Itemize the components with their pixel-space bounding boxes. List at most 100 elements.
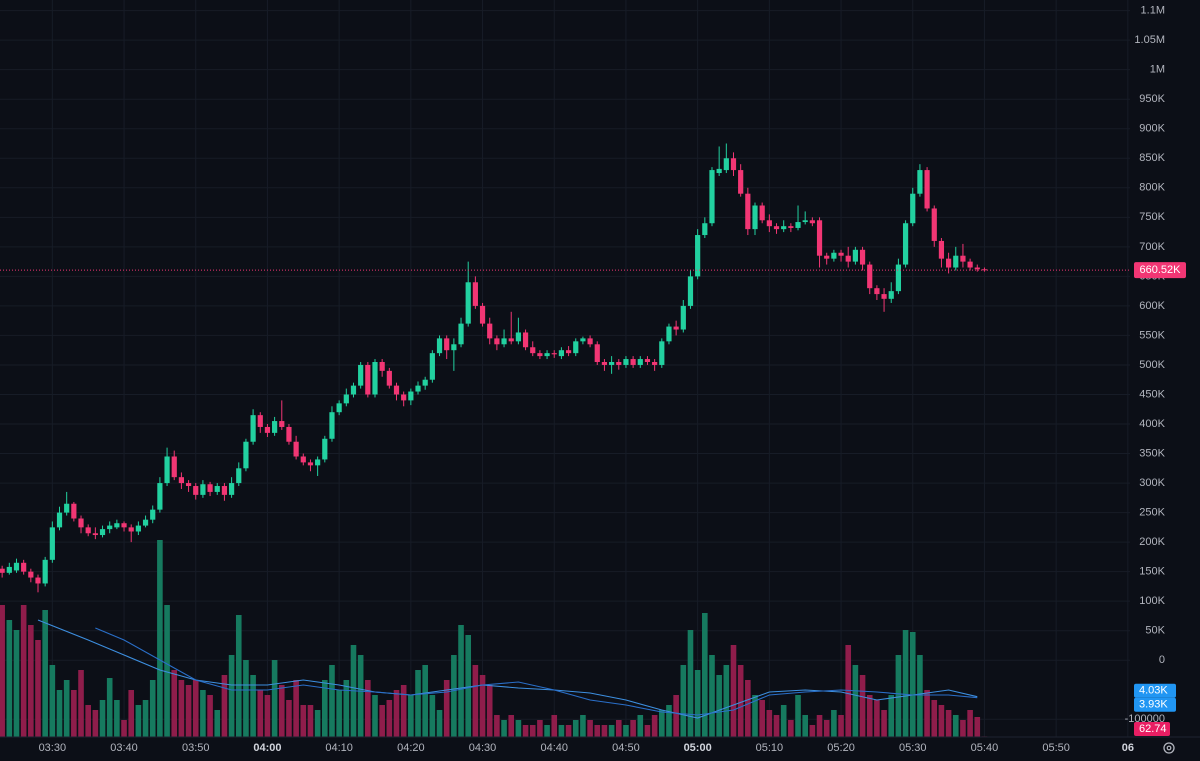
x-tick-label: 04:10 xyxy=(325,742,353,754)
x-tick-label: 04:00 xyxy=(253,742,281,754)
candle-body xyxy=(544,353,550,357)
ma-label: 4.03K xyxy=(1139,685,1168,697)
volume-bar xyxy=(379,705,385,737)
volume-bar xyxy=(716,675,722,737)
volume-bar xyxy=(157,540,163,737)
candle-body xyxy=(207,484,213,492)
volume-label: 62.74 xyxy=(1139,723,1167,735)
volume-bar xyxy=(106,678,113,737)
settings-icon[interactable] xyxy=(1163,742,1175,754)
candle-body xyxy=(264,426,271,433)
volume-bar xyxy=(451,655,457,737)
candle-body xyxy=(967,261,973,268)
candle-body xyxy=(422,379,428,386)
volume-label-box xyxy=(1134,722,1170,736)
candle-body xyxy=(372,362,378,395)
ma-label: 3.93K xyxy=(1139,699,1168,711)
x-tick-label: 03:50 xyxy=(182,742,210,754)
candle-body xyxy=(702,223,708,236)
volume-bar xyxy=(730,645,737,737)
volume-bar xyxy=(408,695,414,737)
volume-bar xyxy=(0,605,5,737)
candle-body xyxy=(845,255,851,262)
y-tick-label: 200K xyxy=(1139,536,1165,548)
volume-bar xyxy=(78,670,84,737)
candle-body xyxy=(824,255,830,259)
volume-bar xyxy=(207,695,213,737)
candle-body xyxy=(781,226,787,230)
volume-bar xyxy=(580,715,586,737)
candle-body xyxy=(415,385,421,392)
candle-body xyxy=(902,223,909,265)
settings-gear-core[interactable] xyxy=(1166,745,1172,751)
volume-bar xyxy=(99,700,106,737)
volume-bar xyxy=(723,665,730,737)
volume-bar xyxy=(42,610,48,737)
y-tick-label: 700K xyxy=(1139,241,1165,253)
volume-bar xyxy=(601,725,608,737)
volume-bar xyxy=(63,680,70,737)
x-tick-label: 05:40 xyxy=(971,742,999,754)
volume-bar xyxy=(823,720,830,737)
candle-body xyxy=(609,362,615,365)
candle-body xyxy=(99,529,106,536)
volume-bar xyxy=(149,680,156,737)
volume-bar xyxy=(845,645,852,737)
volume-bar xyxy=(393,690,400,737)
volume-bar xyxy=(766,710,773,737)
candle-body xyxy=(623,359,629,365)
volume-bar xyxy=(415,670,421,737)
moving-average-line xyxy=(95,627,978,716)
candle-body xyxy=(42,559,48,584)
y-tick-label: 550K xyxy=(1139,329,1165,341)
candle-body xyxy=(888,291,894,299)
candle-body xyxy=(773,226,780,230)
volume-bar xyxy=(859,675,866,737)
candle-body xyxy=(745,193,751,230)
volume-bar xyxy=(974,717,981,737)
volume-bar xyxy=(666,705,672,737)
candle-body xyxy=(92,533,98,536)
candle-body xyxy=(185,483,192,487)
volume-bar xyxy=(250,675,256,737)
candle-body xyxy=(236,468,242,484)
volume-bar xyxy=(386,700,393,737)
volume-bar xyxy=(508,715,515,737)
candle-body xyxy=(142,519,149,526)
volume-bar xyxy=(71,690,77,737)
candle-body xyxy=(200,484,206,495)
candle-body xyxy=(953,255,959,268)
volume-bar xyxy=(372,695,378,737)
grid xyxy=(0,0,1130,737)
y-tick-label: 950K xyxy=(1139,93,1165,105)
candles xyxy=(0,143,988,593)
candle-body xyxy=(630,359,636,365)
y-tick-label: 800K xyxy=(1139,182,1165,194)
volume-bar xyxy=(852,665,859,737)
candle-body xyxy=(221,486,228,495)
volume-bar xyxy=(314,710,321,737)
volume-bar xyxy=(56,690,63,737)
volume-bar xyxy=(322,680,328,737)
volume-bar xyxy=(85,705,91,737)
candle-body xyxy=(565,350,572,354)
volume-bar xyxy=(838,715,844,737)
candle-body xyxy=(279,421,285,427)
candle-body xyxy=(945,258,952,268)
candle-body xyxy=(121,523,127,528)
candle-body xyxy=(831,252,837,259)
volume-bar xyxy=(909,632,916,737)
settings-gear[interactable] xyxy=(1163,742,1175,754)
candle-body xyxy=(472,282,478,306)
candle-body xyxy=(150,509,156,520)
volume-bar xyxy=(257,690,264,737)
volume-bar xyxy=(228,655,235,737)
candle-body xyxy=(135,525,141,532)
y-tick-label: 750K xyxy=(1139,211,1165,223)
volume-bar xyxy=(494,715,500,737)
candle-body xyxy=(508,338,514,342)
y-tick-label: 350K xyxy=(1139,447,1165,459)
ma-label-box xyxy=(1134,697,1176,712)
axes: 1.1M1.05M1M950K900K850K800K750K700K650K6… xyxy=(0,5,1186,754)
